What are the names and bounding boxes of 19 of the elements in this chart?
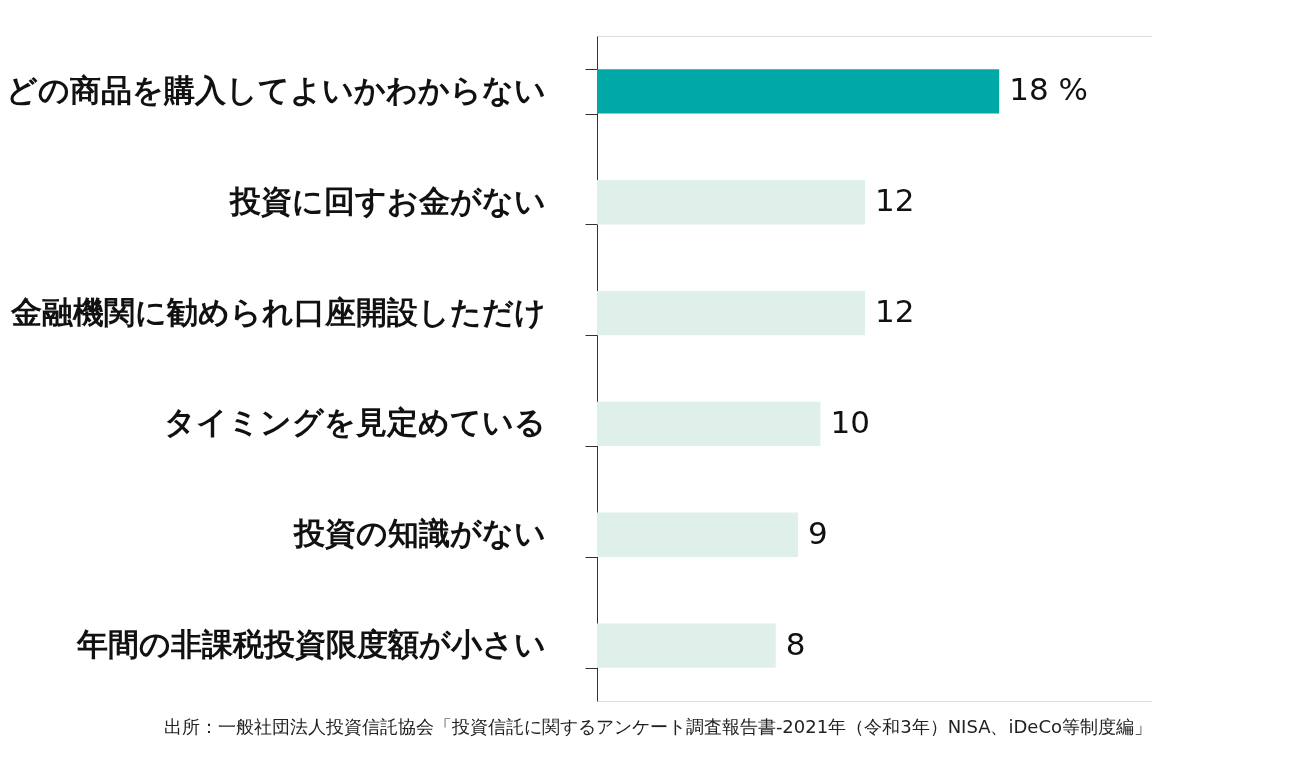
data-label: 18 % (1009, 71, 1088, 108)
text: 出所：一般社団法人投資信託協会「投資信託に関するアンケート調査報告書-2021年（令和3年）NISA、iDeCo等制度編」 (163, 716, 1152, 737)
y-tick-label: 投資の知識がない (292, 515, 546, 552)
bar (597, 623, 776, 668)
data-label: 12 (875, 293, 915, 330)
y-tick-label: 年間の非課税投資限度額が小さい (75, 626, 546, 663)
y-tick-label: どの商品を購入してよいかわからない (5, 71, 546, 108)
data-label: 12 (875, 182, 915, 219)
data-label: 10 (830, 403, 870, 440)
bar (597, 401, 821, 447)
bar (597, 180, 866, 225)
bar (597, 69, 1000, 114)
data-label: 9 (808, 514, 828, 551)
bar (597, 512, 799, 557)
data-label: 8 (785, 625, 806, 662)
y-tick-label: タイミングを見定めている (163, 404, 546, 441)
bar (597, 290, 866, 336)
y-tick-label: 金融機関に勧められ口座開設しただけ (9, 293, 546, 330)
y-tick-label: 投資に回すお金がない (228, 182, 546, 219)
